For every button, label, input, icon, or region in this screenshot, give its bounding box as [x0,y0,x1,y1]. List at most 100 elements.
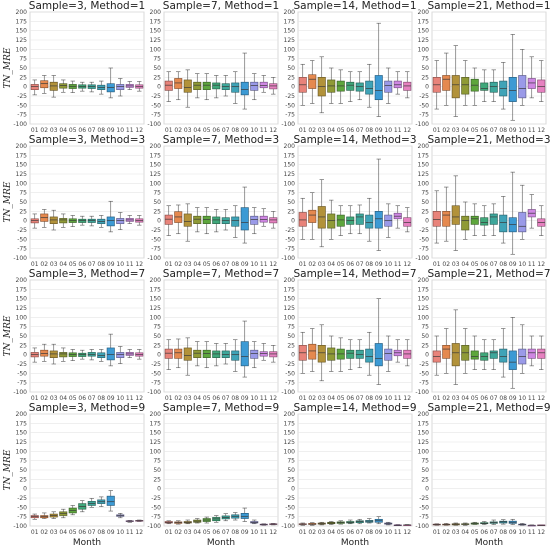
y-tick-label: -75 [17,246,27,253]
y-axis-label: TN_MRE [3,449,13,490]
y-tick-label: -75 [285,112,295,119]
y-tick-label: 25 [421,208,429,215]
y-tick-label: 0 [291,352,295,359]
x-tick-label: 12 [135,127,143,134]
y-tick-label: 75 [421,458,429,465]
x-tick-label: 02 [174,529,182,536]
y-tick-label: 200 [418,9,430,16]
x-tick-label: 06 [78,127,86,134]
y-tick-label: 25 [19,74,27,81]
x-tick-label: 05 [69,529,77,536]
y-tick-label: 25 [153,342,161,349]
x-tick-label: 09 [509,529,517,536]
x-tick-label: 12 [537,127,545,134]
y-tick-label: 50 [153,65,161,72]
panel-6: -100 -75 -50 -25 0 25 50 75 100 125 150 175 200Sampl… [147,134,279,268]
y-tick-label: 100 [418,314,430,321]
x-tick-label: 06 [78,529,86,536]
x-tick-label: 10 [250,261,258,268]
y-tick-label: -75 [17,514,27,521]
box-month-09 [374,75,383,101]
box-month-01 [164,348,173,359]
x-tick-label: 07 [222,529,230,536]
x-tick-label: 04 [193,395,201,402]
y-tick-label: 150 [418,162,430,169]
x-tick-label: 11 [260,529,268,536]
y-tick-label: 0 [23,84,27,91]
y-tick-label: 25 [19,476,27,483]
y-tick-label: 200 [16,9,28,16]
y-tick-label: -75 [285,380,295,387]
y-tick-label: 125 [16,37,28,44]
box-month-04 [59,83,68,89]
box-month-04 [461,77,470,95]
panel-title: Sample=3, Method=7 [29,268,145,280]
y-tick-label: -100 [415,121,429,128]
panel-title: Sample=14, Method=1 [293,0,416,12]
x-tick-label: 08 [365,261,373,268]
y-tick-label: 25 [287,476,295,483]
box-month-10 [250,215,259,225]
x-tick-label: 09 [375,261,383,268]
y-tick-label: 75 [287,190,295,197]
y-tick-label: 125 [418,171,430,178]
x-tick-label: 02 [308,529,316,536]
y-tick-label: -25 [419,361,429,368]
box-month-03 [451,205,460,225]
x-tick-label: 08 [499,127,507,134]
y-tick-label: 50 [19,65,27,72]
box-month-07 [489,81,498,93]
x-tick-label: 04 [461,529,469,536]
y-tick-label: -75 [151,514,161,521]
y-tick-label: -100 [415,389,429,396]
panel-title: Sample=14, Method=9 [293,402,416,414]
y-tick-label: -50 [285,102,295,109]
y-tick-label: -25 [17,361,27,368]
box-month-12 [269,83,278,90]
x-tick-label: 01 [165,529,173,536]
y-tick-label: 75 [153,190,161,197]
x-tick-label: 02 [174,127,182,134]
x-tick-label: 01 [299,127,307,134]
x-tick-label: 11 [126,395,134,402]
box-month-10 [250,349,259,359]
y-tick-label: -100 [13,121,27,128]
y-tick-label: 100 [150,314,162,321]
x-tick-label: 06 [78,261,86,268]
y-tick-label: -25 [285,495,295,502]
x-tick-label: 04 [327,395,335,402]
box-month-12 [537,79,546,93]
y-tick-label: 100 [284,180,296,187]
box-month-03 [183,213,192,227]
x-tick-label: 08 [365,127,373,134]
x-tick-label: 01 [299,395,307,402]
x-tick-label: 05 [69,127,77,134]
y-tick-label: 175 [150,420,162,427]
x-tick-label: 01 [31,261,39,268]
y-tick-label: 100 [150,448,162,455]
x-tick-label: 11 [126,127,134,134]
y-tick-label: -75 [419,380,429,387]
x-tick-label: 03 [318,261,326,268]
box-month-10 [116,218,125,224]
x-tick-label: 09 [107,261,115,268]
box-month-12 [403,81,412,91]
x-tick-label: 09 [107,529,115,536]
x-tick-label: 03 [50,261,58,268]
x-tick-label: 01 [31,127,39,134]
x-tick-label: 10 [250,395,258,402]
x-tick-label: 01 [433,395,441,402]
panel-3: -100 -75 -50 -25 0 25 50 75 100 125 150 175 200Sampl… [281,0,416,134]
x-tick-label: 10 [384,127,392,134]
x-tick-label: 04 [59,127,67,134]
panel-12: -100 -75 -50 -25 0 25 50 75 100 125 150 175 200Sampl… [415,268,550,402]
y-tick-label: 25 [287,74,295,81]
y-tick-label: 125 [150,439,162,446]
panel-title: Sample=7, Method=7 [163,268,279,280]
box-month-10 [518,75,527,99]
x-tick-label: 07 [490,127,498,134]
y-tick-label: 100 [150,46,162,53]
x-tick-label: 04 [59,395,67,402]
box-month-01 [164,80,173,91]
x-tick-label: 12 [537,261,545,268]
